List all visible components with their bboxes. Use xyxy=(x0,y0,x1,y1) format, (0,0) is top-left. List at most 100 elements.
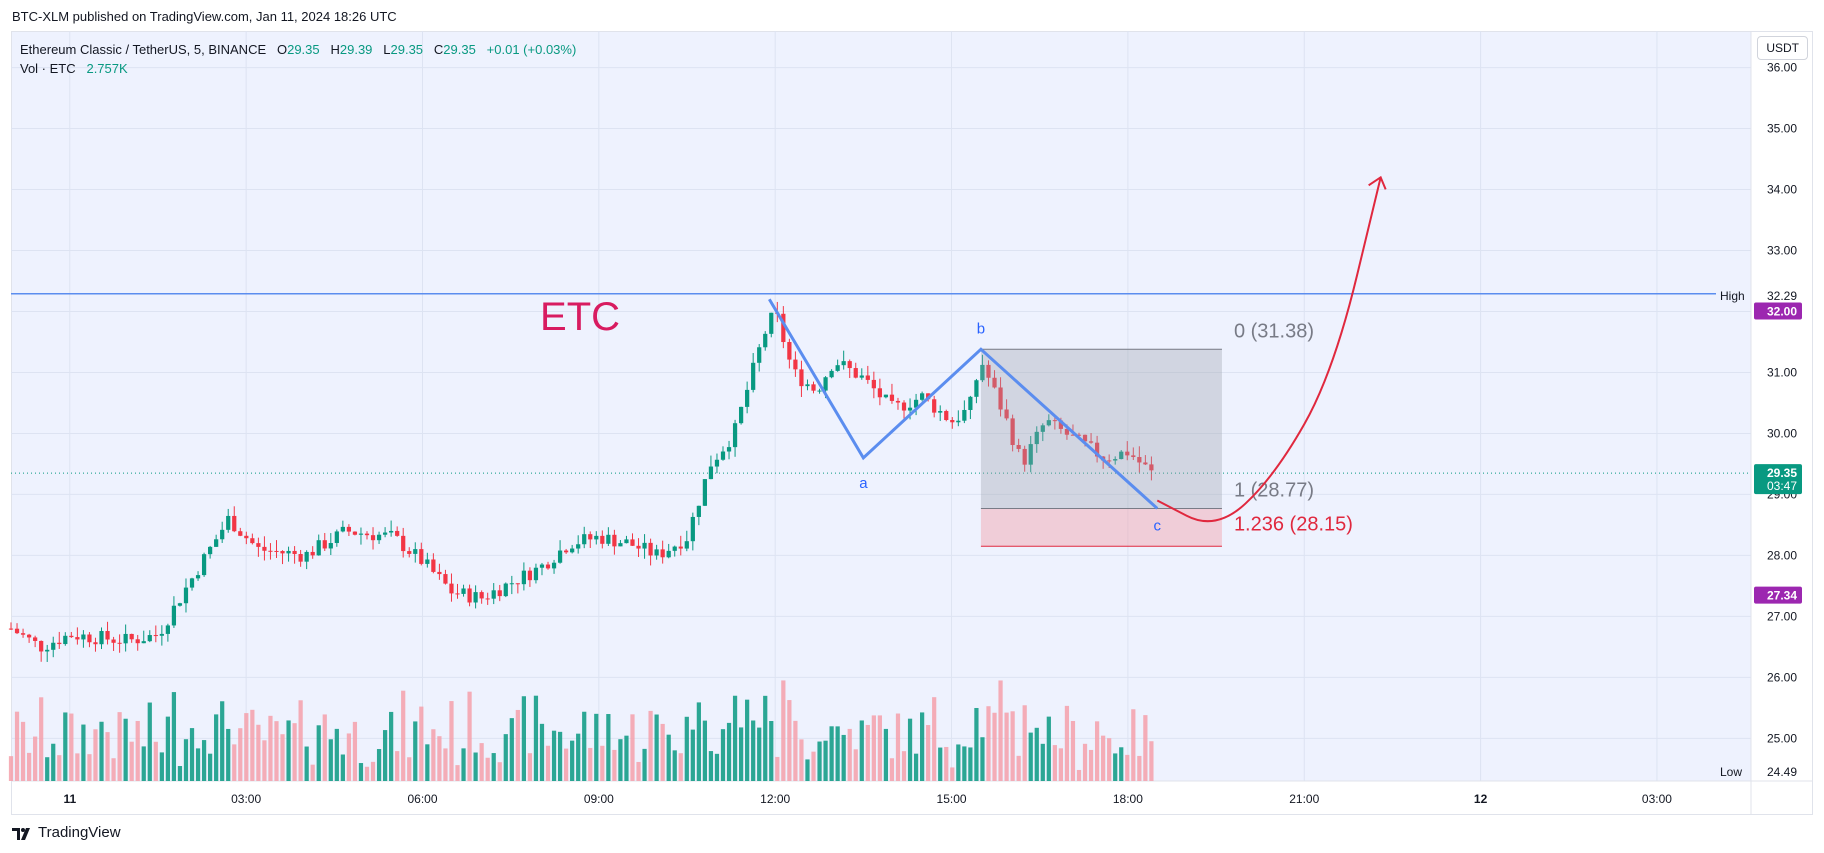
x-tick-label: 12 xyxy=(1474,792,1488,806)
volume-bar xyxy=(153,741,158,781)
volume-bar xyxy=(944,746,949,781)
candle-body xyxy=(835,365,840,371)
candle-body xyxy=(395,530,400,536)
chart-legend: Ethereum Classic / TetherUS, 5, BINANCE … xyxy=(20,40,576,78)
candle-body xyxy=(1113,459,1118,461)
candle-body xyxy=(195,575,201,579)
volume-bar xyxy=(835,726,840,781)
volume-bar xyxy=(1016,755,1021,781)
volume-bar xyxy=(1137,755,1142,781)
volume-bar xyxy=(389,711,394,781)
open-label: O xyxy=(276,42,288,57)
candle-body xyxy=(956,420,961,423)
volume-bar xyxy=(147,702,152,781)
volume-bar xyxy=(678,753,683,781)
volume-bar xyxy=(244,713,249,781)
plot-area[interactable] xyxy=(11,31,1751,781)
candle-body xyxy=(370,535,376,541)
candle-body xyxy=(539,564,545,568)
volume-bar xyxy=(582,711,587,781)
volume-bar xyxy=(1010,711,1015,781)
volume-bar xyxy=(998,680,1003,781)
candle-body xyxy=(829,370,834,378)
candle-body xyxy=(817,390,822,392)
x-tick-label: 21:00 xyxy=(1289,792,1319,806)
candle-body xyxy=(726,447,732,452)
volume-bar xyxy=(425,744,430,781)
volume-bar xyxy=(823,740,828,781)
volume-bar xyxy=(141,746,146,781)
candle-body xyxy=(642,542,647,549)
volume-bar xyxy=(1046,716,1051,781)
volume-bar xyxy=(871,715,876,781)
candle-body xyxy=(618,543,623,547)
volume-bar xyxy=(208,753,213,781)
volume-bar xyxy=(298,700,303,781)
volume-bar xyxy=(775,756,780,781)
volume-bar xyxy=(950,767,955,781)
candle-body xyxy=(177,603,183,606)
y-tick-label: 35.00 xyxy=(1767,122,1797,136)
volume-bar xyxy=(135,720,140,781)
candle-body xyxy=(889,394,895,401)
volume-bar xyxy=(214,714,219,781)
candle-body xyxy=(461,588,466,594)
footer-brand[interactable]: TradingView xyxy=(12,824,121,841)
candle-body xyxy=(147,635,152,642)
volume-bar xyxy=(859,720,864,781)
volume-bar xyxy=(618,739,623,781)
volume-bar xyxy=(1125,754,1130,781)
candle-body xyxy=(358,533,364,535)
candle-body xyxy=(467,588,472,603)
price-tag-27-34: 27.34 xyxy=(1767,589,1797,603)
currency-unit-button[interactable]: USDT xyxy=(1757,36,1808,60)
volume-bar xyxy=(401,690,406,781)
candle-body xyxy=(455,593,460,595)
volume-bar xyxy=(515,709,520,781)
volume-bar xyxy=(14,711,20,781)
candle-body xyxy=(123,633,128,644)
candle-body xyxy=(582,534,587,545)
fib-label-0: 0 (31.38) xyxy=(1234,320,1314,342)
volume-bar xyxy=(895,713,901,781)
candle-body xyxy=(81,634,86,640)
candle-body xyxy=(1143,462,1148,465)
volume-bar xyxy=(847,728,852,781)
volume-bar xyxy=(93,729,98,781)
candle-body xyxy=(509,583,514,585)
candle-body xyxy=(117,642,122,644)
candle-body xyxy=(865,375,870,380)
volume-bar xyxy=(382,730,388,781)
candle-body xyxy=(883,394,889,398)
volume-bar xyxy=(865,724,870,781)
candle-body xyxy=(316,540,321,556)
volume-bar xyxy=(358,763,364,781)
volume-bar xyxy=(280,734,285,781)
candle-body xyxy=(805,384,810,387)
candle-body xyxy=(974,380,979,397)
candle-body xyxy=(871,379,876,389)
volume-bar xyxy=(654,714,659,781)
volume-bar xyxy=(690,729,695,781)
candle-body xyxy=(304,551,309,562)
candle-body xyxy=(153,635,158,637)
volume-bar xyxy=(461,748,466,781)
candle-body xyxy=(515,583,520,585)
x-tick-label: 15:00 xyxy=(937,792,967,806)
fib-zone-red xyxy=(980,508,1222,547)
volume-bar xyxy=(395,751,400,781)
candle-body xyxy=(401,535,406,552)
candle-body xyxy=(950,420,955,423)
volume-bar xyxy=(111,758,116,781)
volume-bar xyxy=(630,714,635,781)
candle-body xyxy=(286,550,291,554)
volume-bar xyxy=(926,725,931,781)
volume-bar xyxy=(624,735,629,781)
y-tick-label: 30.00 xyxy=(1767,426,1797,440)
volume-bar xyxy=(702,720,708,781)
candle-body xyxy=(171,605,177,626)
volume-bar xyxy=(1149,741,1154,781)
volume-bar xyxy=(980,737,985,781)
volume-bar xyxy=(99,721,104,781)
